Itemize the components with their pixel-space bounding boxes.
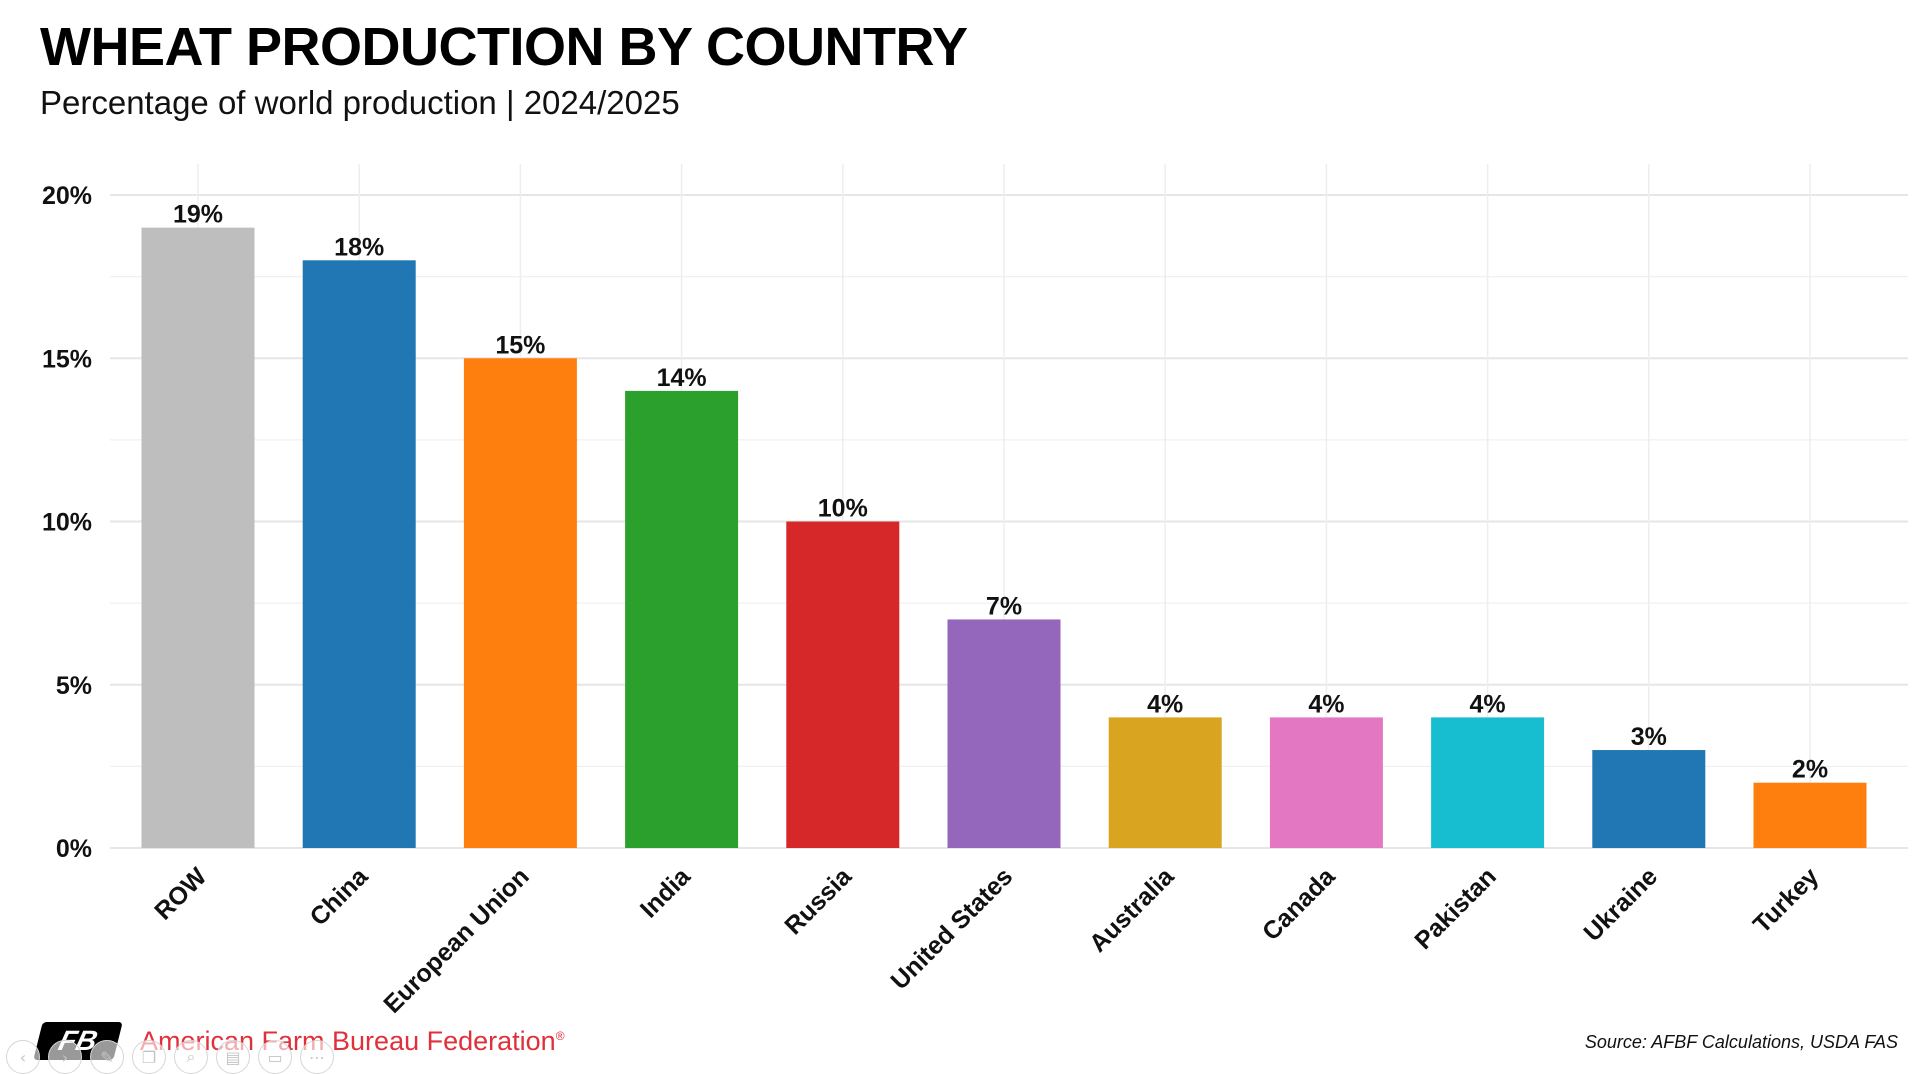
x-category-label: Turkey <box>1748 862 1825 939</box>
data-label: 19% <box>173 201 223 229</box>
data-label: 18% <box>334 233 384 261</box>
document-icon[interactable]: ▤ <box>216 1040 250 1074</box>
x-category-label: China <box>305 862 375 932</box>
y-tick-label: 10% <box>42 509 92 537</box>
y-tick-label: 0% <box>56 835 92 863</box>
x-category-label: India <box>635 862 697 924</box>
copy-icon[interactable]: ❐ <box>132 1040 166 1074</box>
y-tick-label: 15% <box>42 345 92 373</box>
data-labels: 19% 18% 15% 14% 10% 7% 4% 4% 4% 3% 2% <box>173 201 1828 784</box>
x-axis-categories: ROW China European Union India Russia United … <box>149 862 1824 1019</box>
x-category-label: Pakistan <box>1409 862 1502 955</box>
chevron-right-icon[interactable]: › <box>48 1040 82 1074</box>
bar-ukraine <box>1592 750 1706 848</box>
x-category-label: Australia <box>1084 862 1180 958</box>
y-axis-ticks: 0% 5% 10% 15% 20% <box>42 182 92 863</box>
data-label: 4% <box>1147 690 1183 718</box>
chart-subtitle: Percentage of world production | 2024/20… <box>40 84 680 121</box>
chart-title: WHEAT PRODUCTION BY COUNTRY <box>40 17 968 77</box>
bar-row <box>141 227 255 848</box>
bar-russia <box>786 521 900 848</box>
slide-nav-controls: ‹ › ✎ ❐ ⌕ ▤ ▭ ⋯ <box>6 1040 334 1074</box>
bar-united-states <box>947 619 1061 848</box>
source-note: Source: AFBF Calculations, USDA FAS <box>1584 1032 1898 1052</box>
data-label: 2% <box>1792 756 1828 784</box>
bar-turkey <box>1753 782 1867 848</box>
y-tick-label: 5% <box>56 672 92 700</box>
data-label: 7% <box>986 592 1022 620</box>
window-icon[interactable]: ▭ <box>258 1040 292 1074</box>
bars <box>141 227 1867 848</box>
chevron-left-icon[interactable]: ‹ <box>6 1040 40 1074</box>
x-category-label: ROW <box>149 862 212 925</box>
data-label: 4% <box>1308 690 1344 718</box>
bar-china <box>302 260 416 848</box>
organization-name: American Farm Bureau Federation® <box>140 1025 565 1056</box>
bar-canada <box>1269 717 1383 848</box>
pen-icon[interactable]: ✎ <box>90 1040 124 1074</box>
bar-australia <box>1108 717 1222 848</box>
more-icon[interactable]: ⋯ <box>300 1040 334 1074</box>
x-category-label: United States <box>885 862 1018 995</box>
x-category-label: Canada <box>1257 862 1341 946</box>
zoom-icon[interactable]: ⌕ <box>174 1040 208 1074</box>
data-label: 3% <box>1631 723 1667 751</box>
x-category-label: Ukraine <box>1578 862 1663 947</box>
x-category-label: Russia <box>779 862 858 941</box>
y-tick-label: 20% <box>42 182 92 210</box>
bar-pakistan <box>1431 717 1545 848</box>
bar-european-union <box>463 358 577 848</box>
data-label: 4% <box>1470 690 1506 718</box>
data-label: 10% <box>818 495 868 523</box>
data-label: 14% <box>657 364 707 392</box>
registered-mark: ® <box>555 1028 565 1043</box>
bar-india <box>625 390 739 848</box>
afbf-logo: FB American Farm Bureau Federation® <box>33 1022 565 1060</box>
x-category-label: European Union <box>378 862 534 1018</box>
data-label: 15% <box>495 331 545 359</box>
